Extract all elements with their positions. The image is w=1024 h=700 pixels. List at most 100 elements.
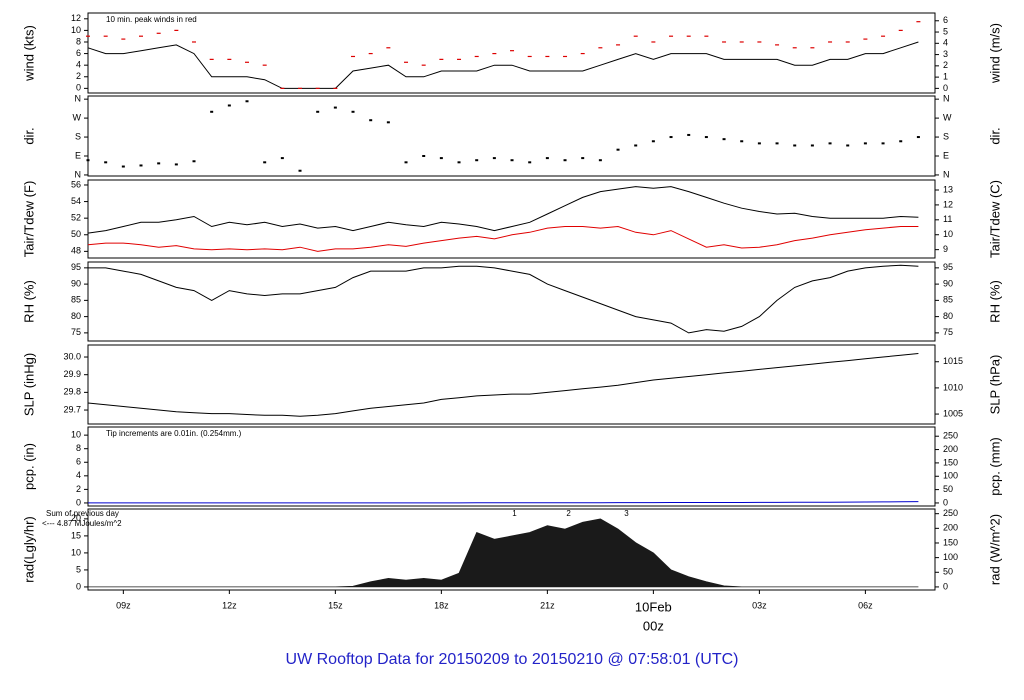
data-point [828,142,832,145]
y-axis-label: rad(Lgly/hr) [21,516,36,582]
data-point [846,144,850,147]
data-point [174,163,178,166]
y-tick-label: 48 [71,246,81,256]
y-tick-label: 15 [71,530,81,540]
y2-tick-label: 1015 [943,356,963,366]
y-axis-label: wind (kts) [21,25,36,82]
y-tick-label: 90 [71,278,81,288]
y-axis-label: pcp. (in) [21,443,36,490]
data-point [492,157,496,160]
data-point [916,136,920,139]
y2-tick-label: 0 [943,581,948,591]
x-tick-label: 00z [643,618,664,633]
plot-frame [87,12,936,94]
hour-marker: 3 [624,509,629,518]
y-tick-label: 95 [71,262,81,272]
y-tick-label: 30.0 [63,351,81,361]
y-tick-label: 0 [76,581,81,591]
y2-tick-label: E [943,150,949,160]
data-point [475,159,479,162]
data-point [757,142,761,145]
y2-tick-label: 90 [943,278,953,288]
data-point [263,161,267,164]
y2-tick-label: 0 [943,83,948,93]
y2-tick-label: 50 [943,567,953,577]
y-tick-label: 85 [71,295,81,305]
y2-axis-label: wind (m/s) [987,23,1002,84]
data-point [192,160,196,163]
data-point [139,164,143,167]
y-tick-label: 0 [76,497,81,507]
x-tick-label: 15z [328,600,343,610]
y-tick-label: 4 [76,470,81,480]
y2-tick-label: 5 [943,26,948,36]
y2-tick-label: 11 [943,214,952,224]
y2-tick-label: 0 [943,497,948,507]
data-point [775,142,779,145]
y-tick-label: 54 [71,196,81,206]
data-point [386,121,390,124]
y2-tick-label: 1010 [943,382,963,392]
y2-tick-label: 250 [943,431,958,441]
y2-tick-label: 12 [943,199,953,209]
y-tick-label: 8 [76,443,81,453]
data-point [740,140,744,143]
data-point [687,133,691,136]
annotation: <--- 4.87 MJoules/m^2 [42,519,122,528]
y-tick-label: 2 [76,484,81,494]
data-point [404,161,408,164]
data-point [316,110,320,113]
x-tick-label: 12z [222,600,237,610]
y2-tick-label: 6 [943,15,948,25]
annotation: Sum of previous day [46,509,119,518]
y2-tick-label: W [943,112,952,122]
plot-frame [87,179,936,259]
data-line [88,501,919,504]
y-tick-label: N [75,169,82,179]
y-tick-label: 0 [76,83,81,93]
y-tick-label: 75 [71,327,81,337]
y-tick-label: 6 [76,48,81,58]
y-tick-label: 4 [76,60,81,70]
data-point [210,110,214,113]
data-point [528,161,532,164]
plot-frame [87,508,936,591]
y2-tick-label: 13 [943,184,953,194]
panel: 75 80 85 90 95 75 80 85 90 95 RH (%) RH (%) [21,261,1002,342]
y-tick-label: 56 [71,179,81,189]
y-tick-label: 5 [76,564,81,574]
chart-title: UW Rooftop Data for 20150209 to 20150210… [286,651,739,668]
y2-tick-label: 1 [943,71,948,81]
data-point [704,136,708,139]
y2-tick-label: 100 [943,552,958,562]
y2-tick-label: 1005 [943,408,963,418]
data-line [87,186,919,234]
panel: 48 50 52 54 56 9 10 11 12 13 Tair/Tdew (F) Tair/Tde… [21,179,1002,259]
data-point [581,157,585,160]
x-tick-label: 21z [540,600,555,610]
data-point [899,140,903,143]
x-tick-label: 03z [752,600,767,610]
y-tick-label: E [75,150,81,160]
data-point [510,159,514,162]
x-tick-label: 18z [434,600,449,610]
y-tick-label: 20 [71,513,81,523]
y2-tick-label: 95 [943,262,953,272]
y2-tick-label: 100 [943,471,958,481]
y2-tick-label: 85 [943,295,953,305]
y-axis-label: Tair/Tdew (F) [21,181,36,258]
data-point [616,148,620,151]
data-point [863,142,867,145]
y-tick-label: 29.9 [63,369,81,379]
annotation: 10 min. peak winds in red [106,15,197,24]
data-point [634,144,638,147]
data-point [298,169,302,172]
y-axis-label: dir. [21,127,36,144]
y-tick-label: 52 [71,213,81,223]
y2-tick-label: 150 [943,457,958,467]
data-point [651,140,655,143]
data-point [439,157,443,160]
y2-axis-label: RH (%) [987,280,1002,323]
